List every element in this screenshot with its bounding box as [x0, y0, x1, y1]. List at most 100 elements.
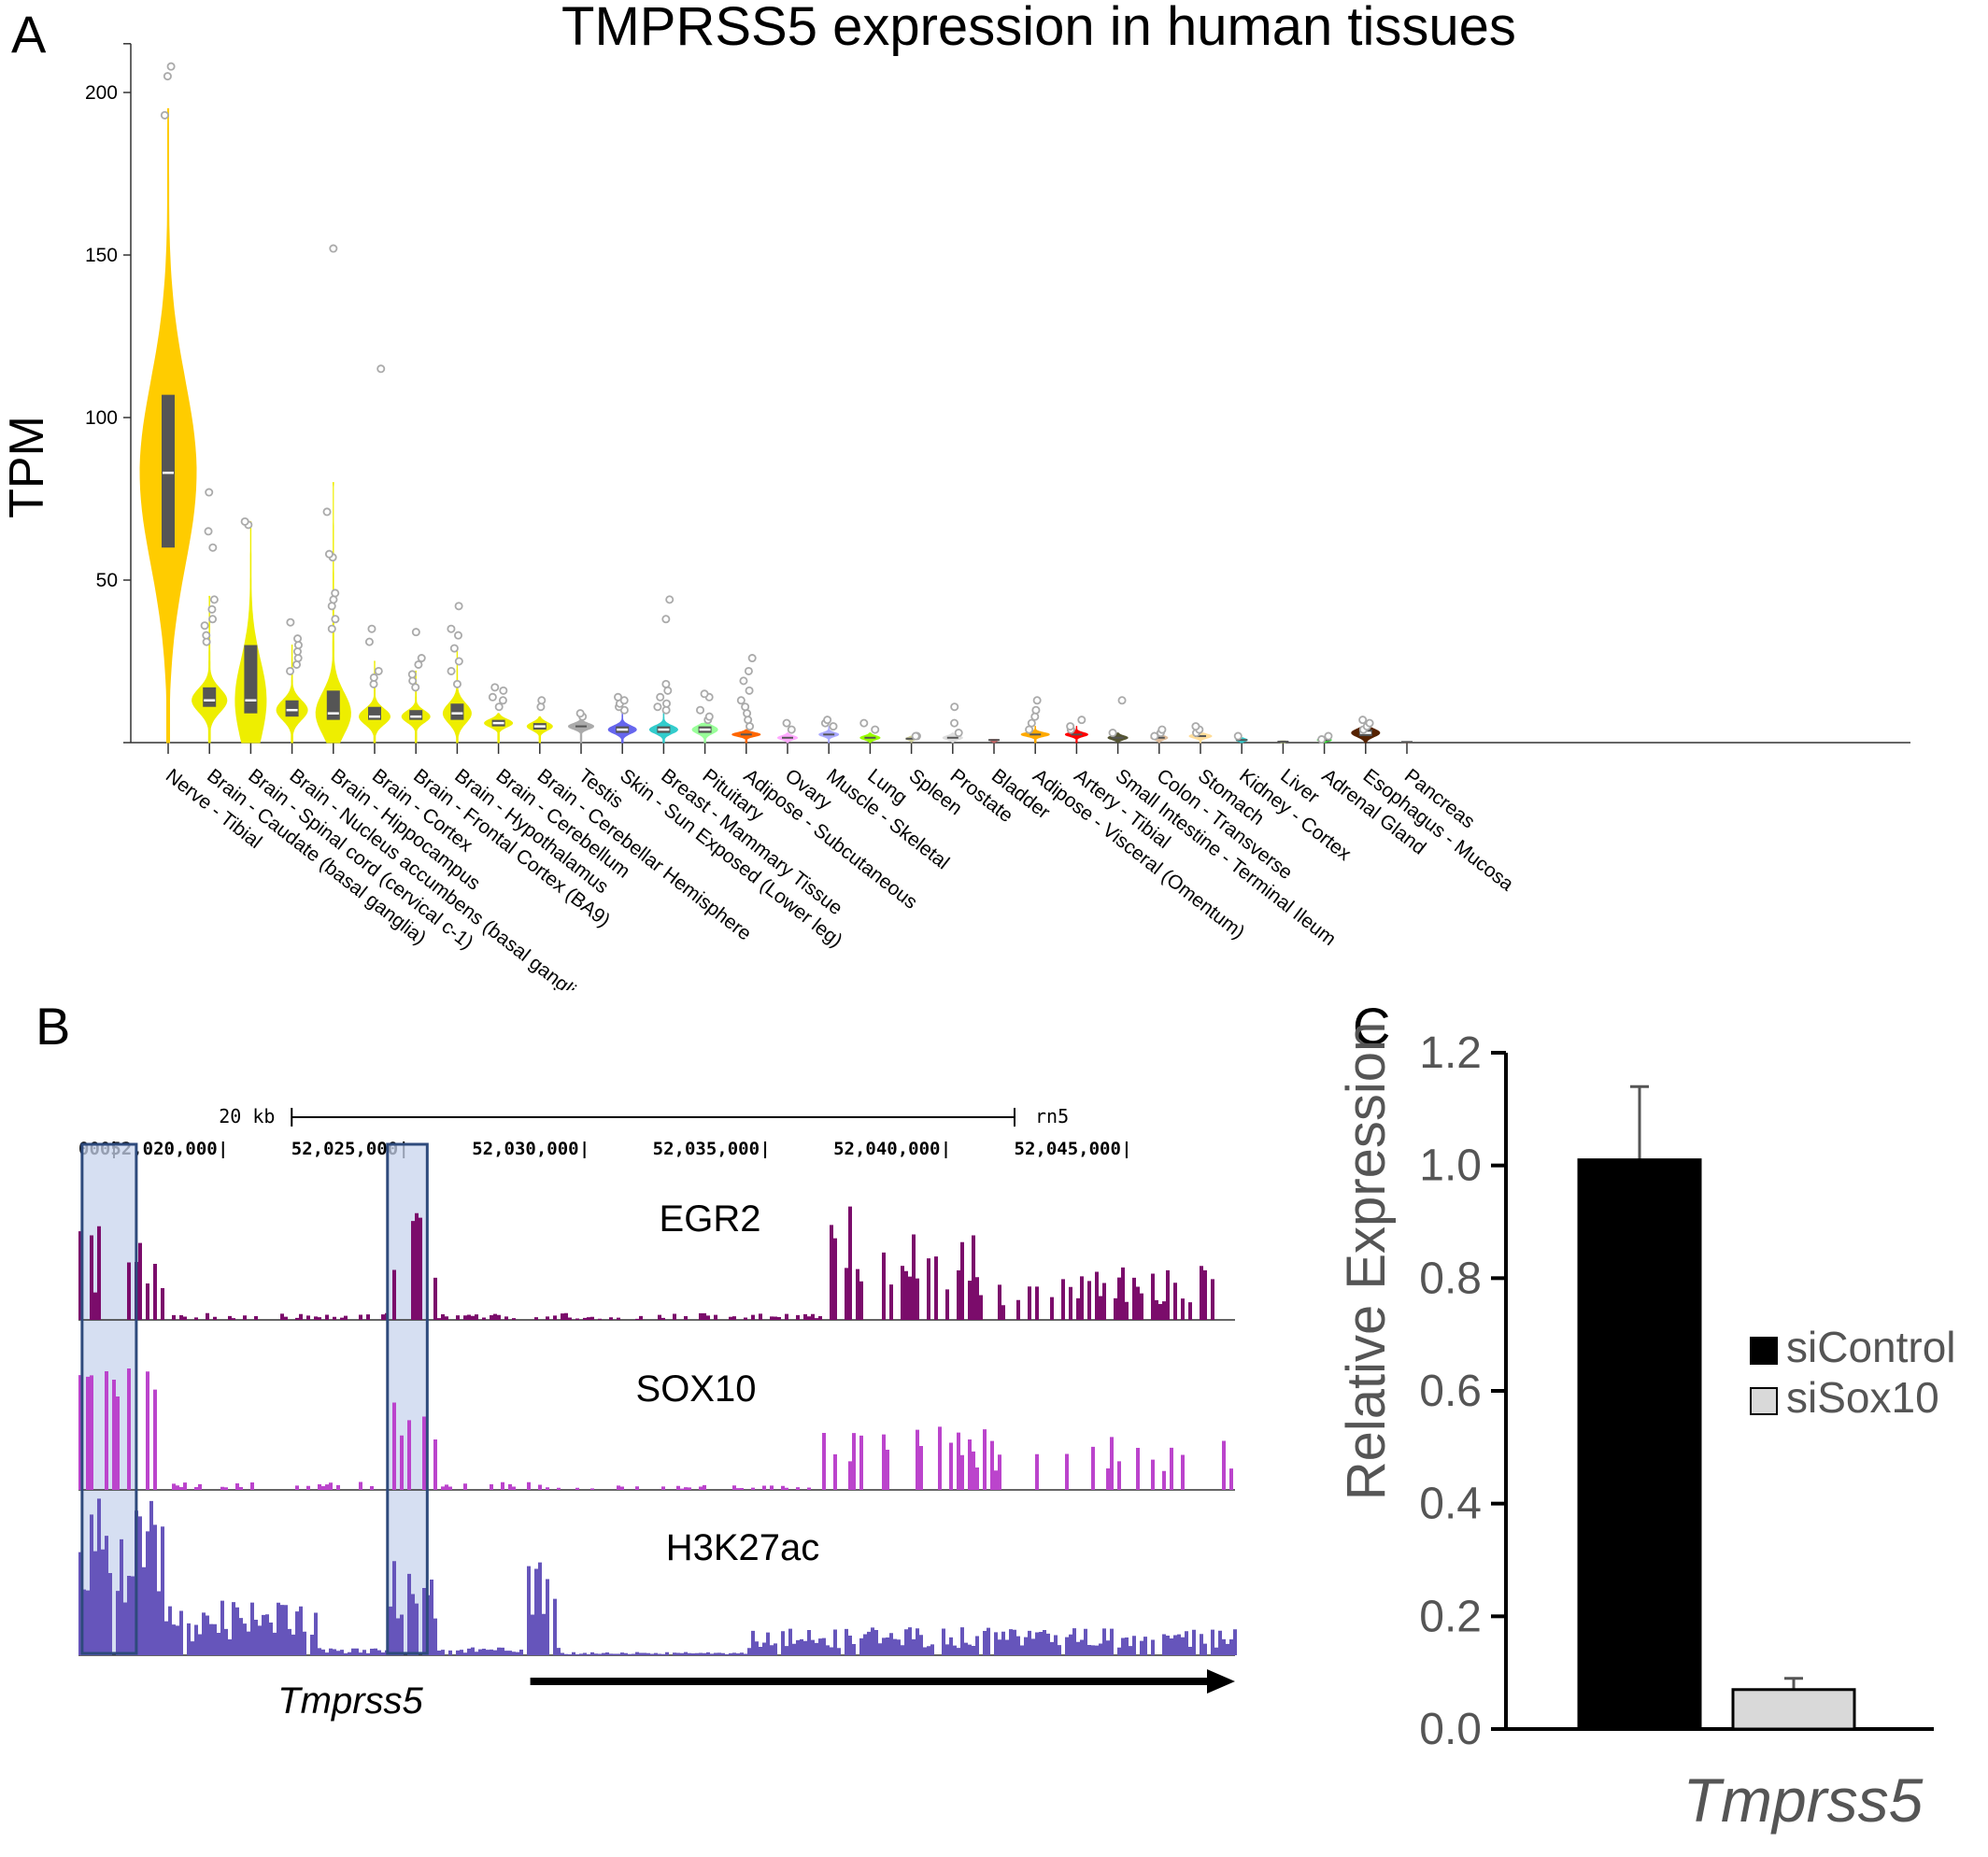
- y-tick-label: 1.2: [1419, 1028, 1482, 1078]
- outlier-point: [200, 621, 209, 631]
- outlier-point: [208, 615, 218, 624]
- outlier-point: [414, 659, 423, 669]
- outlier-point: [954, 729, 963, 738]
- outlier-point: [498, 696, 507, 705]
- outlier-point: [447, 624, 456, 633]
- box-iqr: [326, 690, 340, 720]
- outlier-point: [747, 654, 757, 663]
- box-iqr: [162, 394, 175, 548]
- outlier-point: [488, 692, 497, 702]
- outlier-point: [205, 488, 214, 497]
- outlier-point: [661, 699, 671, 708]
- outlier-point: [454, 657, 463, 666]
- violin-body: [315, 482, 351, 744]
- outlier-point: [950, 702, 959, 712]
- outlier-point: [575, 709, 585, 718]
- outlier-point: [369, 673, 378, 682]
- outlier-point: [1030, 712, 1040, 721]
- outlier-point: [367, 624, 376, 633]
- outlier-point: [329, 244, 338, 253]
- outlier-point: [208, 543, 218, 552]
- outlier-point: [327, 602, 336, 611]
- gene-direction-arrowhead: [1207, 1669, 1235, 1694]
- outlier-point: [871, 725, 880, 734]
- legend-swatch: [1750, 1337, 1778, 1365]
- outlier-point: [1031, 705, 1041, 715]
- outlier-point: [327, 624, 336, 633]
- legend-swatch: [1750, 1387, 1778, 1415]
- panel-a-letter: A: [11, 5, 47, 64]
- outlier-point: [166, 62, 176, 71]
- outlier-point: [204, 527, 213, 536]
- outlier-point: [661, 615, 671, 624]
- legend-label: siSox10: [1786, 1373, 1939, 1422]
- outlier-point: [364, 637, 374, 646]
- outlier-point: [614, 692, 623, 702]
- position-tick-label: 52,035,000: [653, 1139, 760, 1159]
- outlier-point: [823, 716, 832, 725]
- position-tick-label: 52,025,000: [291, 1139, 398, 1159]
- outlier-point: [454, 631, 463, 640]
- outlier-point: [331, 588, 340, 598]
- violin-body: [192, 595, 228, 744]
- bar-chart: Relative Expression 0.0 0.2 0.4 0.6 0.8 1.0 1.…: [1336, 1022, 1956, 1835]
- signal-bars: [78, 1206, 1214, 1320]
- outlier-point: [744, 666, 753, 675]
- outlier-point: [950, 718, 959, 728]
- box-iqr: [368, 706, 381, 720]
- outlier-point: [376, 364, 386, 374]
- outlier-point: [293, 634, 303, 644]
- box-iqr: [285, 700, 299, 717]
- outlier-point: [286, 617, 295, 627]
- signal-bars: [78, 1498, 1237, 1655]
- position-tick-label: 52,030,000: [472, 1139, 578, 1159]
- outlier-point: [1157, 725, 1167, 734]
- outlier-point: [286, 666, 295, 675]
- position-tick-label: 52,045,000: [1015, 1139, 1121, 1159]
- axes: 0.0 0.2 0.4 0.6 0.8 1.0 1.2: [1419, 1028, 1934, 1754]
- violin-body: [358, 660, 391, 744]
- axes: 50 100 150 200: [85, 43, 1910, 754]
- y-tick-label: 0.8: [1419, 1254, 1482, 1303]
- outlier-point: [736, 696, 746, 705]
- y-axis-label: TPM: [0, 416, 54, 518]
- outlier-point: [490, 683, 500, 692]
- outlier-point: [1324, 731, 1333, 741]
- outlier-point: [829, 722, 838, 731]
- outlier-point: [407, 670, 417, 679]
- outlier-point: [1066, 722, 1075, 731]
- signal-bars: [78, 1368, 1233, 1490]
- outlier-point: [207, 604, 217, 614]
- outlier-point: [329, 595, 338, 604]
- outlier-point: [322, 507, 332, 517]
- outlier-point: [209, 595, 219, 604]
- outlier-point: [331, 615, 340, 624]
- outlier-point: [859, 718, 869, 728]
- box-iqr: [244, 645, 258, 714]
- outlier-point: [656, 692, 665, 702]
- outlier-point: [292, 647, 302, 657]
- track-label: EGR2: [660, 1198, 761, 1240]
- y-tick-label: 0.4: [1419, 1480, 1482, 1529]
- outlier-point: [324, 549, 334, 559]
- violin-body: [731, 729, 761, 744]
- outlier-point: [499, 686, 508, 695]
- box-iqr: [409, 710, 423, 720]
- outlier-point: [696, 705, 705, 715]
- box-iqr: [450, 703, 464, 720]
- y-tick-label: 150: [85, 245, 118, 266]
- y-tick-label: 0.2: [1419, 1592, 1482, 1641]
- outlier-point: [536, 702, 546, 712]
- outlier-point: [1108, 729, 1117, 738]
- outlier-point: [1358, 716, 1368, 725]
- outlier-point: [741, 702, 750, 712]
- y-tick-label: 0.6: [1419, 1367, 1482, 1416]
- track-label: SOX10: [636, 1368, 757, 1410]
- highlight-region-outline: [80, 1142, 138, 1655]
- outlier-point: [293, 641, 303, 650]
- outlier-point: [911, 731, 920, 741]
- x-axis-label: Tmprss5: [1683, 1765, 1924, 1835]
- outlier-point: [619, 696, 629, 705]
- chart-title: TMPRSS5 expression in human tissues: [561, 0, 1516, 57]
- panel-c-letter: C: [1353, 997, 1391, 1056]
